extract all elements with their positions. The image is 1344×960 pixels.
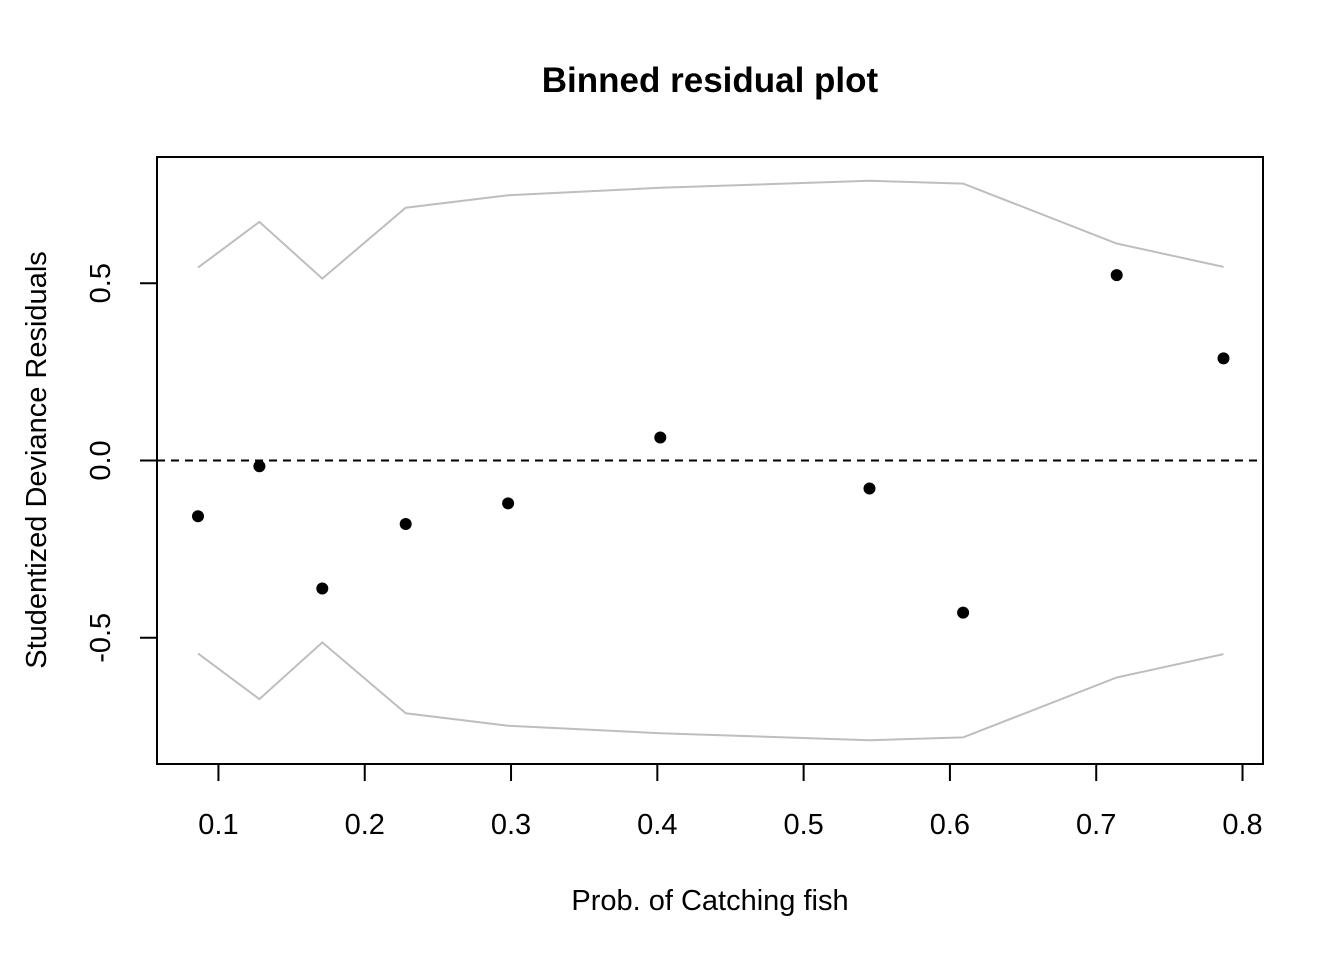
residual-point [316,582,329,595]
x-tick-label: 0.2 [345,809,385,841]
y-tick-label: 0.0 [85,440,117,480]
y-tick-label: -0.5 [85,613,117,663]
residual-point [654,431,667,444]
x-tick-label: 0.4 [637,809,677,841]
x-tick-label: 0.5 [783,809,823,841]
lower-band-line [197,641,1224,742]
x-tick-label: 0.6 [930,809,970,841]
y-axis-label: Studentized Deviance Residuals [21,251,53,669]
residual-point [1110,269,1123,282]
x-axis: 0.1 0.2 0.3 0.4 0.5 0.6 0.7 0.8 [198,764,1263,841]
chart-title: Binned residual plot [542,61,879,100]
y-axis: -0.5 0.0 0.5 [85,263,157,663]
x-tick-label: 0.8 [1222,809,1262,841]
residual-point [863,482,876,495]
residual-point [502,497,515,510]
x-tick-label: 0.7 [1076,809,1116,841]
residual-point [399,518,412,530]
x-tick-label: 0.1 [198,809,238,841]
x-axis-label: Prob. of Catching fish [571,885,848,917]
residual-point [957,606,970,619]
upper-band-line [197,179,1224,280]
y-tick-label: 0.5 [85,263,117,303]
residual-point [1217,352,1230,365]
x-tick-label: 0.3 [491,809,531,841]
residual-point [192,510,204,523]
confidence-bands [197,179,1224,742]
residual-points [192,269,1230,619]
residual-point [253,460,266,473]
